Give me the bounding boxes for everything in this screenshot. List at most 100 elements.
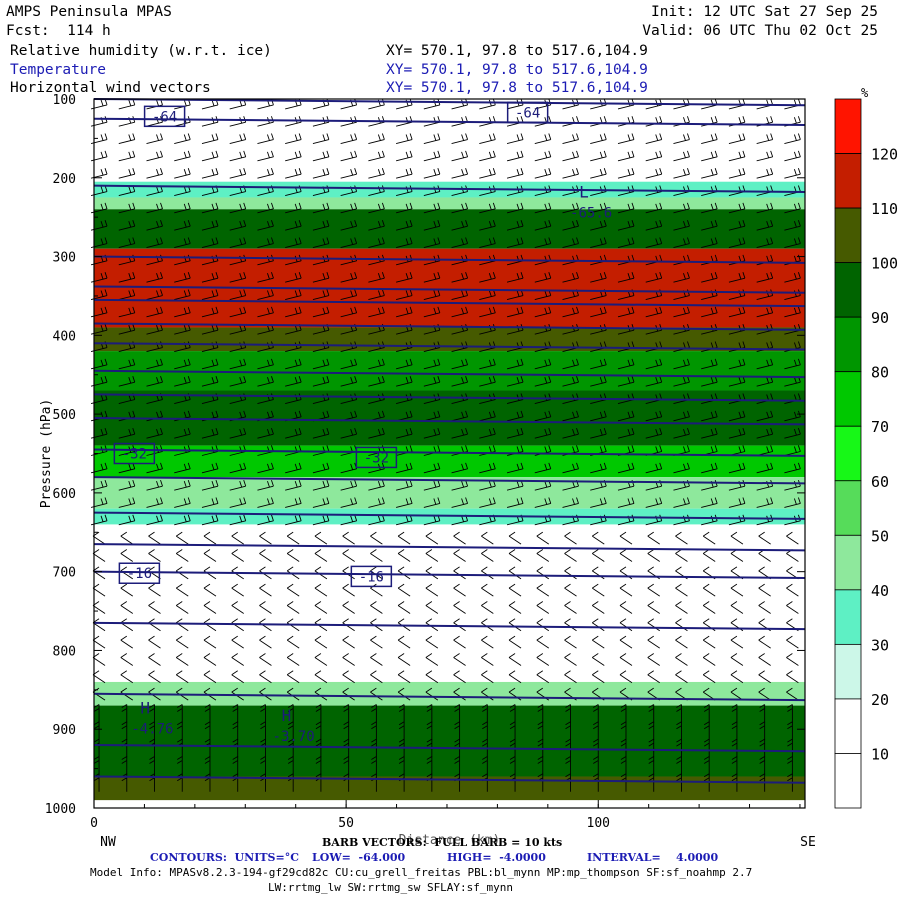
field-name-wind: Horizontal wind vectors [10, 80, 211, 96]
wind-barb-993 [232, 756, 239, 775]
wind-barb-913 [177, 704, 183, 723]
humidity-band-2 [94, 209, 805, 249]
wind-barb-517 [728, 428, 746, 439]
wind-barb-222 [479, 237, 496, 248]
wind-barb-1003 [509, 756, 516, 775]
wind-barb-690 [481, 549, 494, 562]
field-name-temperature: Temperature [10, 62, 107, 78]
contour-label-box [506, 101, 549, 124]
wind-barb-318 [257, 306, 274, 318]
y-tick-label-0: 100 [53, 93, 76, 108]
wind-barb-808 [148, 635, 161, 649]
wind-barb-825 [619, 635, 633, 649]
wind-barb-430 [479, 376, 496, 387]
wind-barb-565 [617, 462, 635, 474]
wind-barb-613 [506, 497, 524, 508]
wind-barb-875 [564, 670, 577, 684]
wind-barb-162 [257, 202, 274, 214]
wind-barb-330 [590, 306, 607, 318]
wind-barb-332 [645, 306, 663, 318]
wind-barb-854 [702, 653, 716, 666]
wind-barb-197 [506, 220, 524, 231]
wind-barb-817 [397, 635, 411, 649]
wind-barb-336 [756, 306, 774, 318]
wind-barb-227 [617, 237, 635, 248]
wind-barb-559 [451, 462, 469, 474]
wind-barb-204 [701, 220, 718, 231]
wind-barb-912 [149, 704, 155, 723]
colorbar-label-4: 50 [871, 527, 889, 545]
wind-barb-505 [396, 428, 413, 439]
wind-barb-880 [702, 670, 716, 684]
wind-barb-984 [703, 738, 710, 758]
wind-barb-198 [534, 220, 552, 231]
wind-barb-407 [562, 358, 579, 370]
wind-barb-164 [312, 202, 330, 214]
wind-barb-619 [673, 497, 690, 508]
wind-barb-418 [146, 376, 163, 387]
wind-barb-830 [758, 635, 771, 649]
wind-barb-68 [534, 133, 552, 144]
wind-barb-400 [368, 358, 385, 370]
wind-barb-94 [534, 150, 552, 162]
wind-barb-620 [701, 497, 718, 508]
wind-barb-326 [479, 306, 496, 318]
wind-barb-654 [203, 531, 217, 545]
wind-barb-669 [619, 531, 633, 545]
wind-barb-287 [118, 289, 136, 300]
contour-label-box [355, 446, 398, 469]
wind-barb-272 [423, 272, 441, 283]
temperature-contour-7 [93, 342, 806, 351]
temperature-contour-8 [93, 369, 806, 379]
wind-barb-173 [562, 202, 579, 214]
wind-barb-948 [426, 721, 433, 740]
wind-barb-866 [314, 670, 328, 684]
wind-barb-653 [175, 531, 189, 545]
wind-barb-108 [201, 168, 219, 179]
wind-barb-573 [118, 480, 136, 491]
wind-barb-1012 [759, 756, 766, 775]
wind-barb-859 [120, 670, 134, 684]
contour-label-text: -64 [152, 109, 177, 125]
wind-barb-721 [619, 566, 633, 580]
wind-barb-232 [756, 237, 774, 248]
wind-barb-827 [675, 635, 688, 649]
wind-barb-929 [620, 704, 627, 723]
wind-barb-176 [645, 202, 663, 214]
wind-barb-958 [703, 721, 710, 740]
wind-barb-691 [508, 549, 522, 562]
wind-barb-514 [645, 428, 663, 439]
wind-barb-889 [231, 687, 244, 701]
wind-barb-720 [592, 566, 605, 580]
y-tick-label-1: 200 [53, 172, 76, 187]
y-tick-label-9: 1000 [45, 802, 76, 817]
wind-barb-226 [590, 237, 607, 248]
wind-barb-165 [340, 202, 358, 214]
contour-label-box [118, 562, 161, 584]
wind-barb-225 [562, 237, 579, 248]
wind-barb-87 [340, 150, 358, 162]
wind-barb-116 [423, 168, 441, 179]
wind-barb-181 [784, 202, 801, 214]
wind-barb-951 [509, 721, 516, 740]
wind-barb-187 [229, 220, 247, 231]
wind-barb-693 [564, 549, 577, 562]
wind-barb-631 [285, 514, 302, 526]
wind-barb-289 [174, 289, 191, 300]
wind-barb-695 [619, 549, 633, 562]
wind-barb-874 [536, 670, 550, 684]
wind-barb-219 [396, 237, 413, 248]
wind-barb-632 [312, 514, 330, 526]
wind-barb-689 [453, 549, 466, 562]
contour-high: HIGH= -4.0000 [447, 851, 546, 864]
wind-barb-212 [201, 237, 219, 248]
wind-barb-499 [229, 428, 247, 439]
wind-barb-199 [562, 220, 579, 231]
wind-barb-550 [201, 462, 219, 474]
wind-barb-397 [285, 358, 302, 370]
wind-barb-837 [231, 653, 244, 666]
wind-barb-924 [482, 704, 488, 723]
wind-barb-89 [396, 150, 413, 162]
temperature-contour-11 [93, 448, 806, 457]
wind-barb-677 [120, 549, 134, 562]
